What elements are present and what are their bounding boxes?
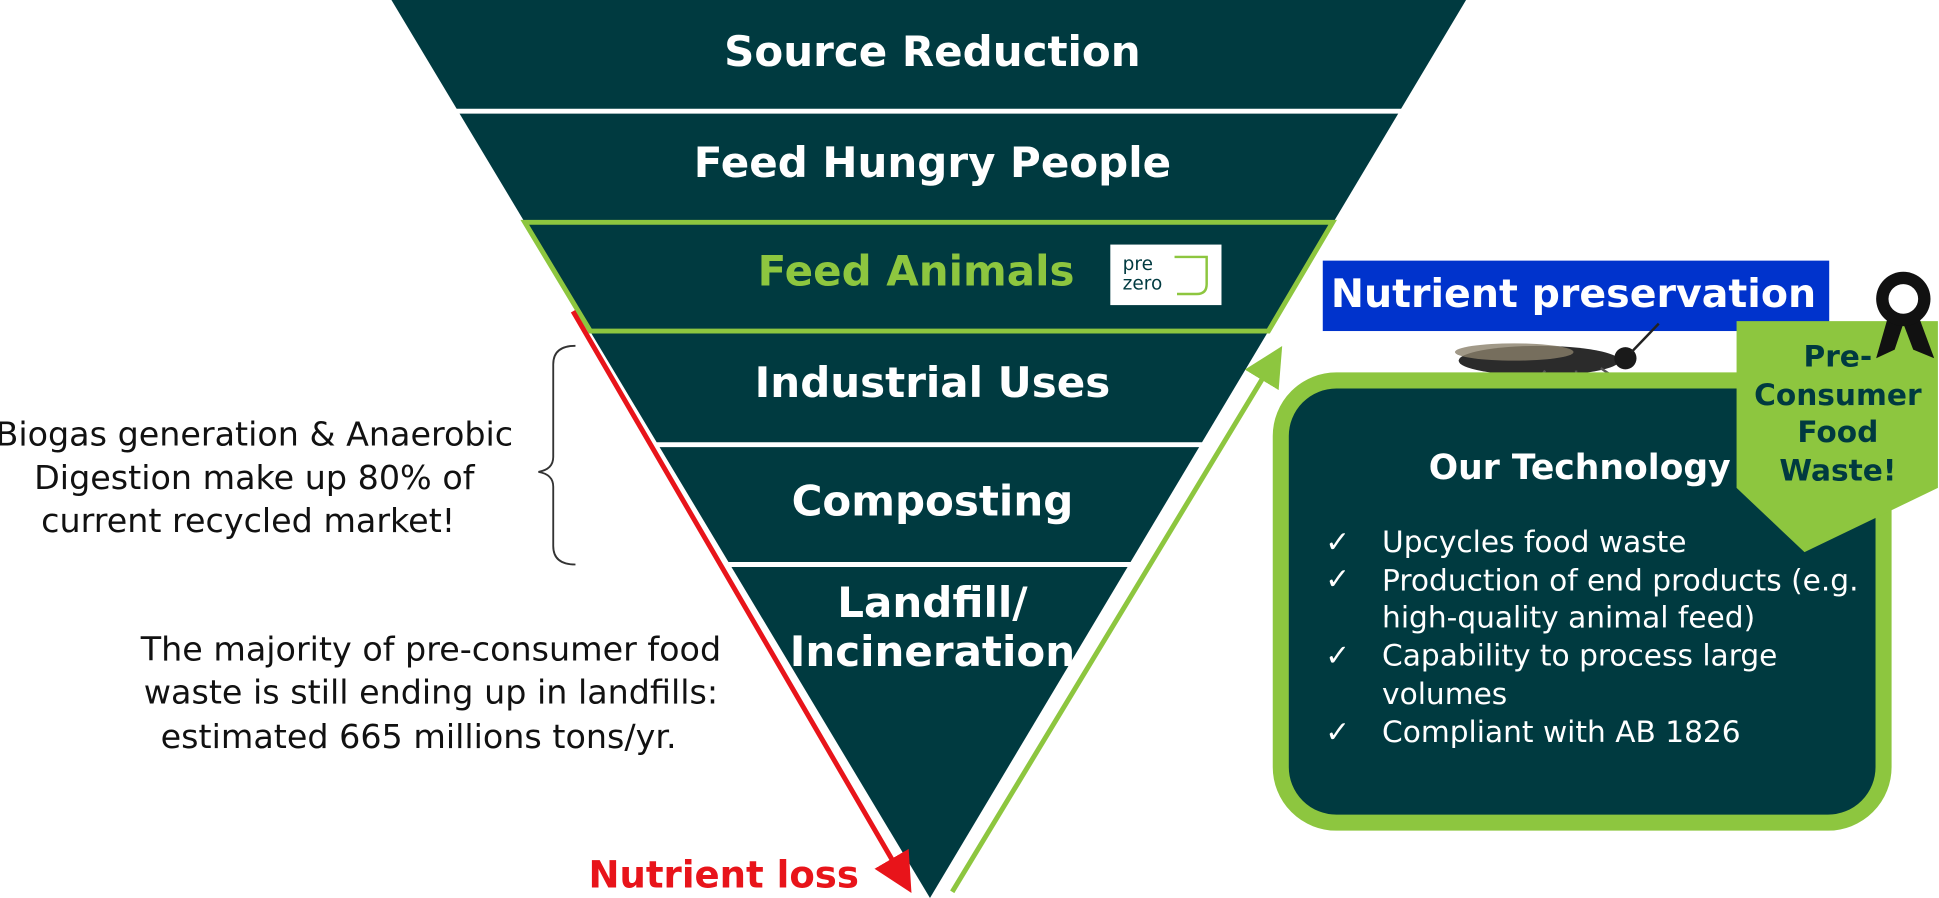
bullet: Upcycles food waste: [1382, 524, 1686, 559]
svg-text:✓: ✓: [1325, 714, 1350, 749]
bullet: Compliant with AB 1826: [1382, 714, 1741, 749]
note: The majority of pre-consumer food: [140, 629, 721, 668]
level: Feed Hungry People: [694, 138, 1171, 187]
level: Incineration: [790, 627, 1075, 676]
note: Biogas generation & Anaerobic: [0, 415, 513, 454]
svg-text:✓: ✓: [1325, 561, 1350, 596]
badge-text: Pre-: [1803, 339, 1872, 374]
bullet: volumes: [1382, 676, 1507, 711]
badge-text: Food: [1797, 414, 1878, 449]
level: Composting: [792, 476, 1074, 525]
note: estimated 665 millions tons/yr.: [161, 717, 677, 756]
svg-text:✓: ✓: [1325, 638, 1350, 673]
bullet: Capability to process large: [1382, 638, 1777, 673]
level: Industrial Uses: [755, 358, 1111, 407]
badge-text: Waste!: [1779, 452, 1896, 487]
bullet: high-quality animal feed): [1382, 599, 1755, 634]
preservation-label: Nutrient preservation: [1331, 271, 1816, 317]
level: Feed Animals: [758, 247, 1075, 296]
technology-title: Our Technology: [1429, 448, 1731, 488]
logo-text: pre: [1123, 254, 1153, 275]
note: waste is still ending up in landfills:: [144, 673, 718, 712]
badge-text: Consumer: [1754, 377, 1922, 412]
bullet: Production of end products (e.g.: [1382, 562, 1858, 597]
loss-label: Nutrient loss: [588, 854, 858, 897]
slide: Source Reduction Feed Hungry People Feed…: [0, 0, 1939, 898]
level: Source Reduction: [724, 27, 1140, 76]
svg-text:✓: ✓: [1325, 524, 1350, 559]
level: Landfill/: [837, 578, 1028, 627]
logo-text: zero: [1123, 274, 1163, 295]
note: Digestion make up 80% of: [34, 458, 476, 497]
brace: [538, 346, 575, 565]
note: current recycled market!: [41, 501, 455, 540]
